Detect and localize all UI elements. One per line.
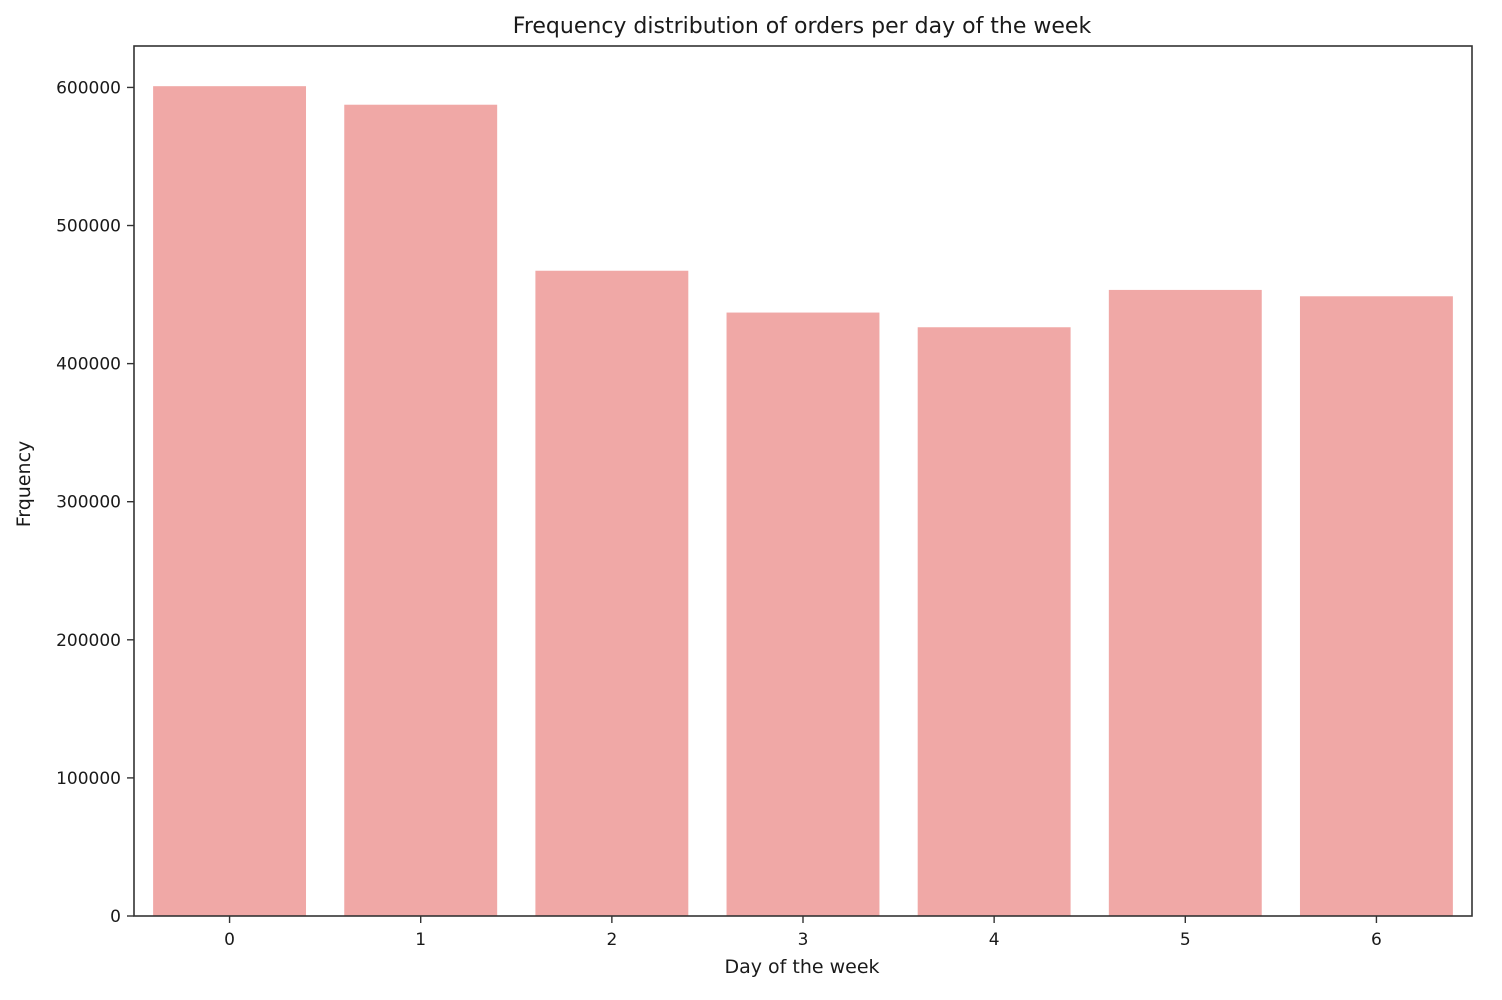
x-tick-label: 0 [224,930,235,950]
x-tick-label: 6 [1371,930,1382,950]
chart-title: Frequency distribution of orders per day… [513,14,1092,39]
x-tick-label: 2 [606,930,617,950]
bar-day-0 [153,86,307,917]
x-tick-label: 4 [989,930,1000,950]
bars-group [153,86,1453,917]
bar-day-1 [344,104,498,917]
bar-day-5 [1108,289,1262,916]
y-tick-label: 400000 [56,355,121,375]
y-tick-label: 600000 [56,78,121,98]
bar-day-3 [726,312,880,916]
x-tick-label: 1 [415,930,426,950]
y-axis-ticks: 0 100000 200000 300000 400000 500000 600000 [56,78,134,927]
x-tick-label: 3 [798,930,809,950]
bar-day-4 [917,327,1071,916]
bar-day-2 [535,270,689,916]
y-axis-label: Frquency [13,441,35,528]
y-tick-label: 200000 [56,631,121,651]
bar-day-6 [1299,296,1453,916]
y-tick-label: 300000 [56,493,121,513]
y-tick-label: 100000 [56,769,121,789]
x-axis-label: Day of the week [724,956,879,978]
y-tick-label: 0 [110,907,121,927]
y-tick-label: 500000 [56,217,121,237]
x-tick-label: 5 [1180,930,1191,950]
x-axis-ticks: 0 1 2 3 4 5 6 [224,916,1382,950]
plot-area-frame [133,45,1473,917]
